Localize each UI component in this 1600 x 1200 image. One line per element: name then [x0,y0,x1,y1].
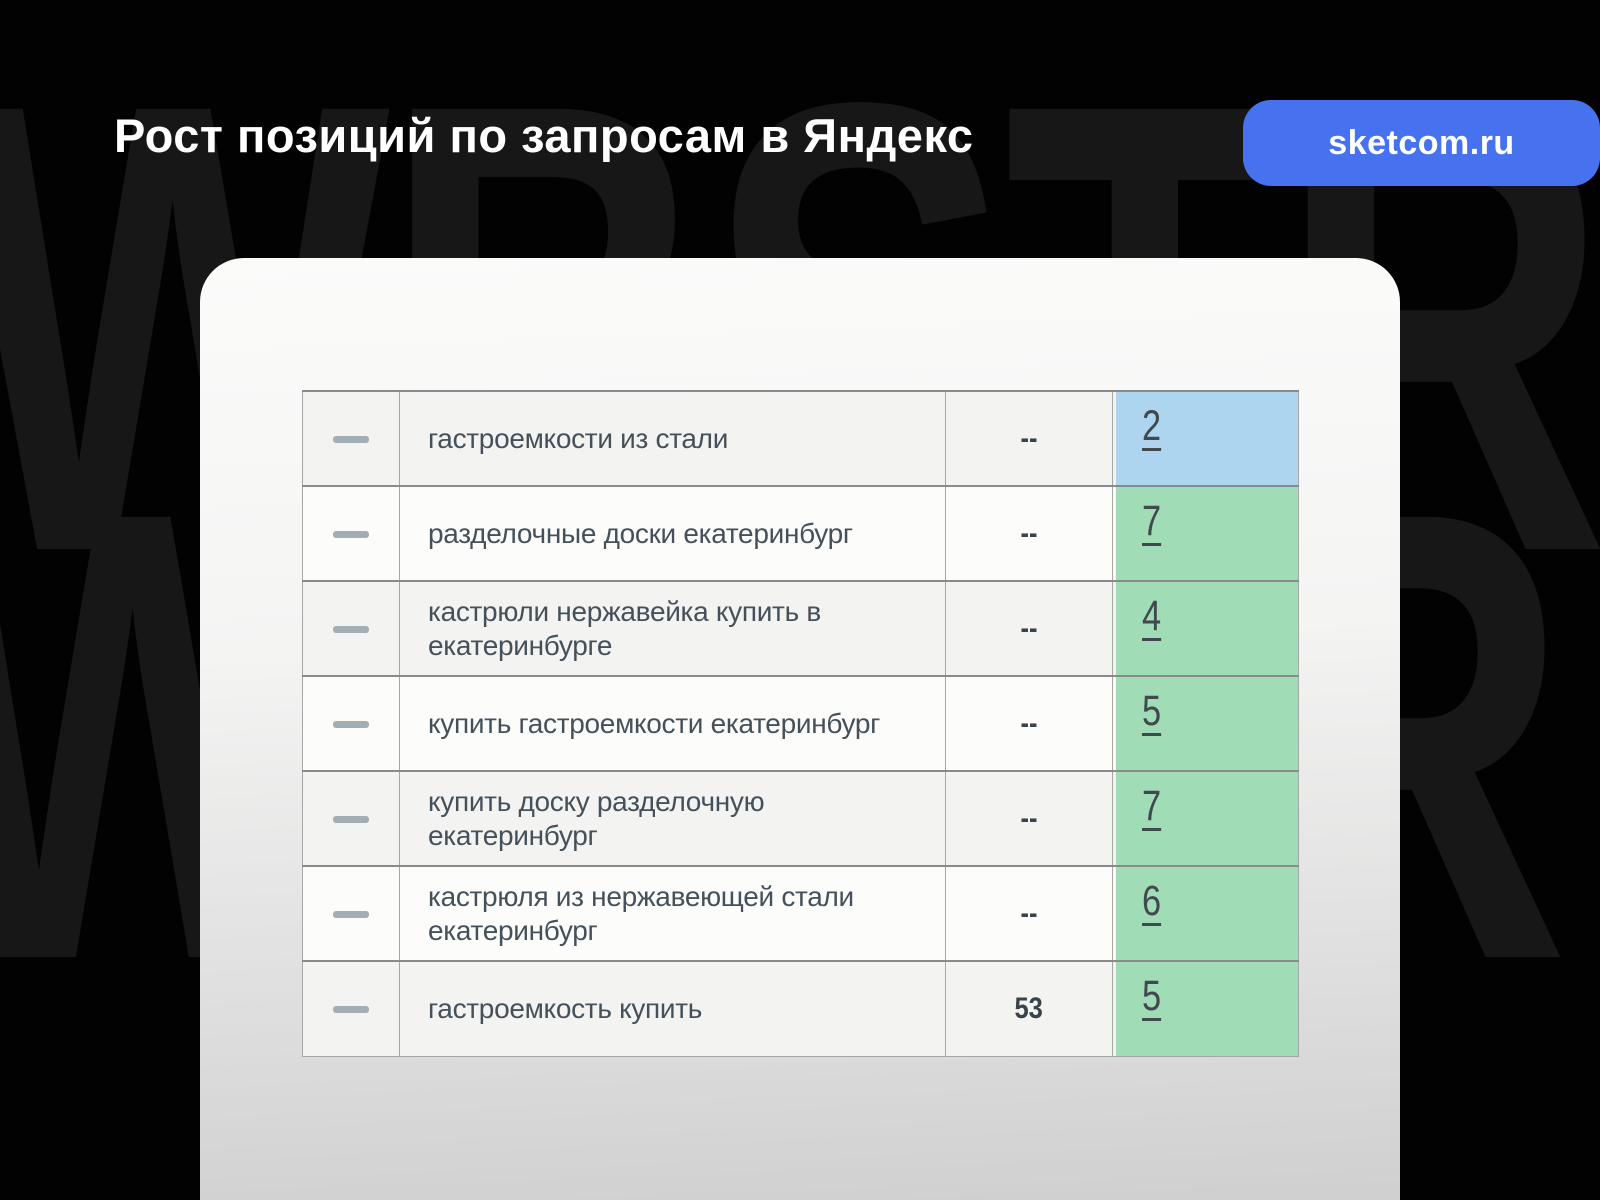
minus-icon [333,625,369,633]
query-cell: гастроемкость купить [399,960,946,1057]
previous-position-cell: -- [945,580,1113,677]
query-cell: разделочные доски екатеринбург [399,485,946,582]
position-highlight: 7 [1116,773,1298,865]
previous-position-value: -- [1020,706,1038,740]
previous-position-value: -- [1020,516,1038,550]
previous-position-value: -- [1020,611,1038,645]
query-cell: купить гастроемкости екатеринбург [399,675,946,772]
previous-position-cell: -- [945,675,1113,772]
minus-icon [333,1005,369,1013]
position-highlight: 4 [1116,583,1298,675]
position-link[interactable]: 4 [1142,592,1162,640]
table-row: купить гастроемкости екатеринбург -- 5 [302,675,1299,772]
query-text: кастрюля из нержавеющей стали екатеринбу… [428,881,854,946]
previous-position-cell: -- [945,770,1113,867]
positions-table: гастроемкости из стали -- 2 разделочные … [302,390,1299,1057]
minus-icon [333,530,369,538]
previous-position-value: -- [1020,896,1038,930]
current-position-cell: 4 [1112,580,1299,677]
current-position-cell: 5 [1112,675,1299,772]
table-row: гастроемкости из стали -- 2 [302,390,1299,487]
position-link[interactable]: 2 [1142,402,1162,450]
current-position-cell: 5 [1112,960,1299,1057]
query-text: купить доску разделочную екатеринбург [428,786,765,851]
minus-icon [333,815,369,823]
current-position-cell: 7 [1112,485,1299,582]
current-position-cell: 6 [1112,865,1299,962]
previous-position-value: 53 [1014,991,1044,1025]
previous-position-value: -- [1020,801,1038,835]
query-cell: кастрюля из нержавеющей стали екатеринбу… [399,865,946,962]
table-row: кастрюли нержавейка купить в екатеринбур… [302,580,1299,677]
position-highlight: 5 [1116,678,1298,770]
change-indicator-cell [302,485,400,582]
query-text: гастроемкости из стали [428,422,729,454]
position-link[interactable]: 5 [1142,972,1162,1020]
previous-position-cell: -- [945,390,1113,487]
query-cell: кастрюли нержавейка купить в екатеринбур… [399,580,946,677]
position-link[interactable]: 7 [1142,782,1162,830]
query-cell: гастроемкости из стали [399,390,946,487]
query-text: кастрюли нержавейка купить в екатеринбур… [428,596,821,661]
minus-icon [333,435,369,443]
position-highlight: 7 [1116,488,1298,580]
change-indicator-cell [302,675,400,772]
query-text: купить гастроемкости екатеринбург [428,707,881,739]
minus-icon [333,720,369,728]
position-link[interactable]: 7 [1142,497,1162,545]
site-badge: sketcom.ru [1243,100,1600,186]
previous-position-cell: -- [945,865,1113,962]
table-row: гастроемкость купить 53 5 [302,960,1299,1057]
query-text: гастроемкость купить [428,993,703,1025]
table-row: разделочные доски екатеринбург -- 7 [302,485,1299,582]
previous-position-cell: -- [945,485,1113,582]
change-indicator-cell [302,770,400,867]
current-position-cell: 2 [1112,390,1299,487]
previous-position-value: -- [1020,421,1038,455]
position-highlight: 5 [1116,963,1298,1055]
position-link[interactable]: 5 [1142,687,1162,735]
change-indicator-cell [302,865,400,962]
table-row: купить доску разделочную екатеринбург --… [302,770,1299,867]
change-indicator-cell [302,390,400,487]
site-badge-label: sketcom.ru [1328,123,1515,162]
page-title: Рост позиций по запросам в Яндекс [114,109,974,162]
change-indicator-cell [302,580,400,677]
query-text: разделочные доски екатеринбург [428,517,853,549]
current-position-cell: 7 [1112,770,1299,867]
minus-icon [333,910,369,918]
query-cell: купить доску разделочную екатеринбург [399,770,946,867]
change-indicator-cell [302,960,400,1057]
position-link[interactable]: 6 [1142,877,1162,925]
previous-position-cell: 53 [945,960,1113,1057]
table-row: кастрюля из нержавеющей стали екатеринбу… [302,865,1299,962]
position-highlight: 2 [1116,393,1298,485]
position-highlight: 6 [1116,868,1298,960]
screenshot-card: гастроемкости из стали -- 2 разделочные … [200,258,1400,1200]
